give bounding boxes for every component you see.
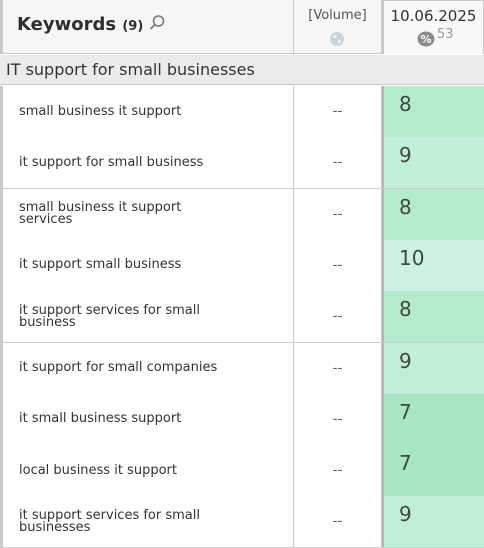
rank-value: 9 (399, 502, 412, 527)
table-row[interactable]: small business it support services -- 8 (0, 188, 484, 241)
table-row[interactable]: it support for small companies -- 9 (0, 342, 484, 395)
rank-cell[interactable]: 8 (382, 86, 484, 137)
keyword-cell[interactable]: it support for small companies (0, 342, 294, 394)
rank-value: 7 (399, 451, 412, 476)
keyword-text: local business it support (19, 462, 177, 478)
keywords-title: Keywords (9) (17, 14, 143, 35)
volume-cell: -- (294, 393, 382, 445)
rank-value: 7 (399, 399, 412, 424)
percent-value: 53 (437, 27, 454, 42)
rank-cell[interactable]: 8 (382, 291, 484, 343)
percent-badge-icon: % (417, 31, 435, 47)
table-row[interactable]: small business it support -- 8 (0, 86, 484, 138)
keyword-text: it support for small companies (19, 360, 218, 375)
keyword-cell[interactable]: it small business support (0, 393, 294, 445)
volume-cell: -- (294, 188, 382, 240)
rank-cell[interactable]: 8 (382, 188, 484, 240)
table-row[interactable]: it support small business -- 10 (0, 239, 484, 292)
rank-value: 9 (399, 348, 412, 373)
rank-value: 8 (399, 297, 412, 322)
rank-value: 8 (399, 194, 412, 219)
table-row[interactable]: it support services for small business --… (0, 291, 484, 344)
volume-cell: -- (294, 137, 382, 189)
group-label: IT support for small businesses (6, 60, 255, 79)
keyword-cell[interactable]: local business it support (0, 445, 294, 497)
rank-cell[interactable]: 7 (382, 393, 484, 445)
keyword-text: it support services for small businesses (19, 507, 200, 535)
keywords-count: (9) (122, 19, 144, 34)
table-row[interactable]: it small business support -- 7 (0, 393, 484, 446)
table-row[interactable]: it support services for small businesses… (0, 496, 484, 548)
keyword-text: it support services for small business (19, 302, 200, 330)
keyword-cell[interactable]: it support for small business (0, 137, 294, 189)
volume-header[interactable]: [Volume] (294, 0, 382, 54)
volume-cell: -- (294, 342, 382, 394)
volume-cell: -- (294, 239, 382, 291)
volume-cell: -- (294, 86, 382, 137)
table-row[interactable]: local business it support -- 7 (0, 445, 484, 498)
keyword-cell[interactable]: small business it support services (0, 188, 294, 240)
keyword-text: small business it support services (19, 200, 182, 228)
rank-cell[interactable]: 9 (382, 342, 484, 394)
rank-cell[interactable]: 9 (382, 496, 484, 548)
keyword-text: it support small business (19, 257, 182, 273)
keyword-cell[interactable]: it support services for small business (0, 291, 294, 343)
keyword-text: small business it support (19, 103, 182, 119)
rank-value: 8 (399, 92, 412, 116)
keyword-cell[interactable]: small business it support (0, 86, 294, 137)
volume-cell: -- (294, 496, 382, 548)
date-label: 10.06.2025 (390, 7, 477, 25)
volume-cell: -- (294, 445, 382, 497)
keyword-text: it support for small business (19, 154, 204, 170)
rank-cell[interactable]: 9 (382, 137, 484, 189)
rank-cell[interactable]: 7 (382, 445, 484, 497)
volume-label: [Volume] (308, 8, 367, 23)
date-column-header[interactable]: 10.06.2025 % 53 (382, 0, 484, 54)
svg-text:%: % (420, 33, 431, 46)
rank-cell[interactable]: 10 (382, 239, 484, 291)
keyword-cell[interactable]: it support services for small businesses (0, 496, 294, 548)
keyword-cell[interactable]: it support small business (0, 239, 294, 291)
globe-icon (330, 32, 344, 46)
keyword-group-row[interactable]: IT support for small businesses (0, 55, 484, 85)
search-icon[interactable] (148, 14, 166, 32)
keywords-header[interactable]: Keywords (9) (0, 0, 294, 54)
volume-cell: -- (294, 291, 382, 343)
keyword-text: it small business support (19, 411, 182, 427)
table-row[interactable]: it support for small business -- 9 (0, 137, 484, 190)
rank-value: 9 (399, 143, 412, 168)
rank-value: 10 (399, 245, 425, 270)
keywords-label: Keywords (17, 14, 117, 35)
